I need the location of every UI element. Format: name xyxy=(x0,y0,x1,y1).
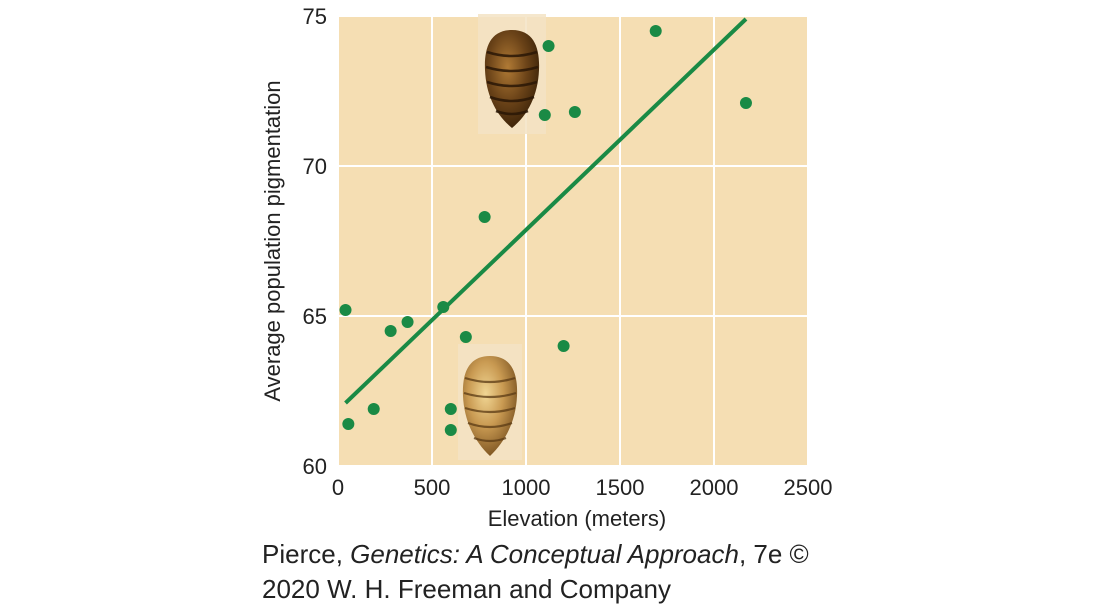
credit-book-title: Genetics: A Conceptual Approach xyxy=(350,539,739,569)
copyright-credit: Pierce, Genetics: A Conceptual Approach,… xyxy=(262,537,809,607)
y-tick-label: 65 xyxy=(303,304,327,329)
data-point xyxy=(739,97,752,109)
data-point xyxy=(459,331,472,343)
data-point xyxy=(538,109,551,121)
y-tick-label: 70 xyxy=(303,154,327,179)
data-point xyxy=(342,418,355,430)
trendline-segment xyxy=(344,17,748,405)
plot-area xyxy=(338,16,808,466)
credit-line-1: Pierce, Genetics: A Conceptual Approach,… xyxy=(262,537,809,572)
data-points xyxy=(339,25,752,436)
trendline xyxy=(344,17,748,405)
data-point xyxy=(557,340,570,352)
data-point xyxy=(568,106,581,118)
data-point xyxy=(401,316,414,328)
data-point xyxy=(367,403,380,415)
y-tick-label: 60 xyxy=(303,454,327,479)
y-tick-labels: 60 65 70 75 xyxy=(303,4,327,479)
data-point xyxy=(478,211,491,223)
data-point xyxy=(444,424,457,436)
light-abdomen-icon xyxy=(458,344,522,460)
data-point xyxy=(384,325,397,337)
x-tick-labels: 0 500 1000 1500 2000 2500 xyxy=(332,475,833,500)
x-tick-label: 2000 xyxy=(690,475,739,500)
credit-line-2: 2020 W. H. Freeman and Company xyxy=(262,574,671,604)
y-tick-label: 75 xyxy=(303,4,327,29)
x-tick-label: 2500 xyxy=(784,475,833,500)
credit-edition: , 7e © xyxy=(738,539,809,569)
data-point xyxy=(339,304,352,316)
x-tick-label: 0 xyxy=(332,475,344,500)
x-axis-title: Elevation (meters) xyxy=(488,506,667,531)
credit-author: Pierce, xyxy=(262,539,351,569)
x-tick-label: 1500 xyxy=(596,475,645,500)
x-tick-label: 1000 xyxy=(502,475,551,500)
data-point xyxy=(444,403,457,415)
data-point xyxy=(649,25,662,37)
y-axis-title: Average population pigmentation xyxy=(260,80,285,401)
dark-abdomen-icon xyxy=(478,14,546,134)
x-tick-label: 500 xyxy=(414,475,451,500)
data-point xyxy=(437,301,450,313)
data-point xyxy=(542,40,555,52)
